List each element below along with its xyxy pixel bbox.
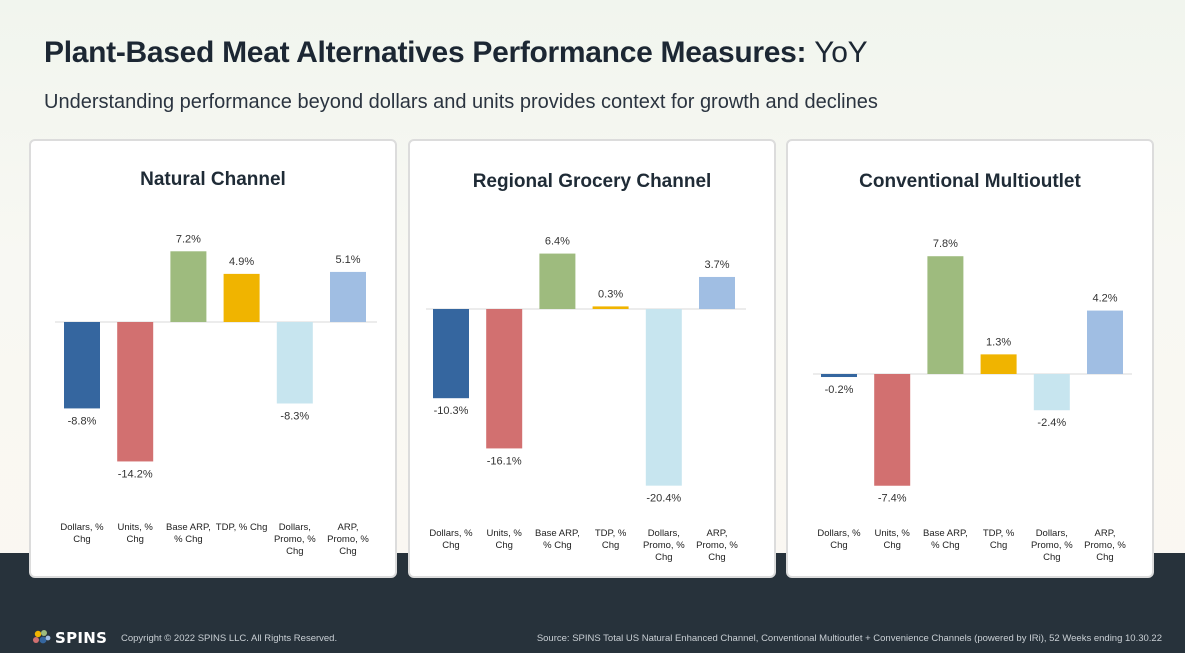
bar-dollars	[64, 322, 100, 409]
bar-arp-promo	[699, 276, 735, 309]
category-label: Dollars, % Chg	[429, 528, 473, 551]
data-label: 7.8%	[933, 238, 958, 250]
source-text: Source: SPINS Total US Natural Enhanced …	[536, 633, 1162, 644]
data-label: -0.2%	[825, 384, 854, 396]
category-label: TDP, % Chg	[595, 528, 627, 551]
bar-dollars	[821, 374, 857, 378]
category-label: ARP, Promo, % Chg	[1084, 528, 1126, 563]
chart-regional: -10.3% Dollars, % Chg -16.1% Units, % Chg 6.4%…	[426, 236, 746, 563]
chart-panel-conventional: Conventional Multioutlet -0.2% Dollars, %…	[786, 139, 1154, 578]
bar-tdp	[592, 306, 629, 309]
data-label: 4.9%	[229, 256, 254, 268]
data-label: 1.3%	[986, 336, 1011, 348]
category-label: Base ARP,% Chg	[166, 522, 211, 545]
chart-panel-natural: Natural Channel -8.8% Dollars, % Chg -14.2%…	[29, 139, 397, 578]
chart-panel-regional: Regional Grocery Channel -10.3% Dollars, …	[408, 139, 776, 578]
category-label: ARP, Promo, % Chg	[327, 522, 369, 557]
data-label: 5.1%	[335, 254, 360, 266]
data-label: -7.4%	[878, 493, 907, 505]
bar-base-arp	[927, 256, 964, 374]
data-label: -10.3%	[434, 405, 469, 417]
category-label: Dollars, Promo, % Chg	[274, 522, 316, 557]
chart-title: Regional Grocery Channel	[472, 171, 712, 192]
data-label: 7.2%	[176, 233, 201, 245]
bar-dollars-promo	[1033, 374, 1070, 411]
category-label: Dollars, Promo, % Chg	[643, 528, 685, 563]
data-label: -16.1%	[487, 455, 522, 467]
bar-units	[117, 322, 154, 462]
title-light: YoY	[814, 36, 868, 69]
category-label: Dollars, % Chg	[60, 522, 104, 545]
title-separator: :	[796, 36, 807, 69]
bar-dollars	[433, 309, 469, 399]
chart-title: Conventional Multioutlet	[859, 171, 1081, 192]
page-title: Plant-Based Meat Alternatives Performanc…	[44, 36, 868, 70]
bar-tdp	[223, 273, 260, 322]
copyright-text: Copyright © 2022 SPINS LLC. All Rights R…	[121, 633, 338, 644]
bar-units	[874, 374, 911, 486]
chart-natural: -8.8% Dollars, % Chg -14.2% Units, % Chg 7.2% B…	[55, 233, 377, 557]
category-label: ARP, Promo, % Chg	[696, 528, 738, 563]
bar-arp-promo	[330, 271, 366, 322]
data-label: -20.4%	[646, 493, 681, 505]
data-label: 3.7%	[704, 259, 729, 271]
data-label: -8.3%	[280, 411, 309, 423]
title-bold: Plant-Based Meat Alternatives Performanc…	[44, 36, 797, 69]
category-label: Base ARP,% Chg	[535, 528, 580, 551]
data-label: 6.4%	[545, 236, 570, 248]
category-label: Units, % Chg	[875, 528, 911, 551]
category-label: TDP, % Chg	[216, 522, 268, 533]
data-label: -14.2%	[118, 468, 153, 480]
data-label: -8.8%	[68, 415, 97, 427]
category-label: Units, % Chg	[487, 528, 523, 551]
spins-logo: SPINS	[32, 629, 107, 647]
bar-dollars-promo	[276, 322, 313, 404]
chart-conventional: -0.2% Dollars, % Chg -7.4% Units, % Chg 7.8% Ba…	[813, 238, 1132, 563]
page-subtitle: Understanding performance beyond dollars…	[44, 91, 878, 113]
logo-text: SPINS	[55, 629, 108, 647]
data-label: -2.4%	[1037, 417, 1066, 429]
bar-base-arp	[539, 253, 576, 309]
bar-base-arp	[170, 251, 207, 322]
category-label: TDP, % Chg	[983, 528, 1015, 551]
data-label: 4.2%	[1092, 293, 1117, 305]
category-label: Dollars, Promo, % Chg	[1031, 528, 1073, 563]
spins-logo-icon	[33, 630, 51, 644]
bar-tdp	[980, 354, 1017, 374]
bar-dollars-promo	[645, 309, 682, 486]
category-label: Base ARP,% Chg	[923, 528, 968, 551]
bar-arp-promo	[1087, 310, 1123, 374]
data-label: 0.3%	[598, 288, 623, 300]
category-label: Dollars, % Chg	[817, 528, 861, 551]
chart-title: Natural Channel	[140, 169, 286, 190]
category-label: Units, % Chg	[118, 522, 154, 545]
bar-units	[486, 309, 523, 449]
